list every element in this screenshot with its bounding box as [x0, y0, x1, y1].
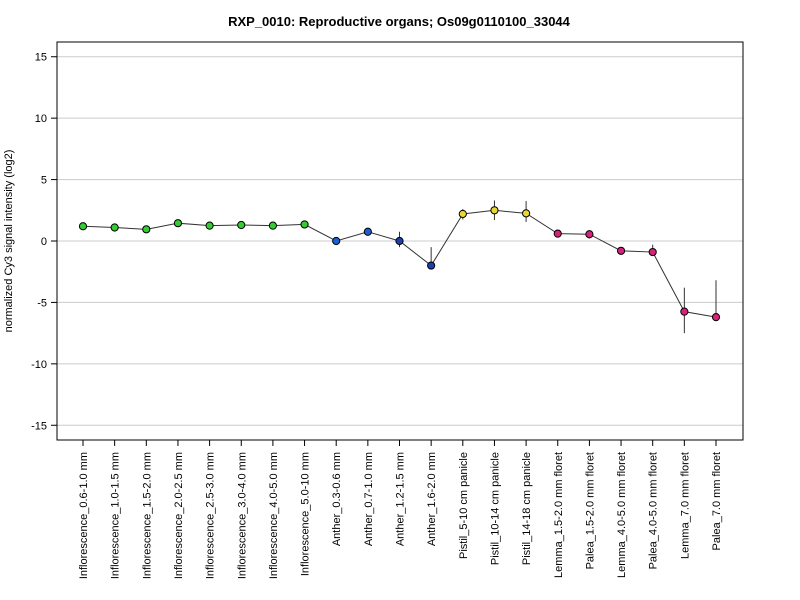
x-tick-label: Inflorescence_3.0-4.0 mm: [236, 452, 248, 579]
data-point: [300, 220, 309, 229]
x-tick-label: Lemma_7.0 mm floret: [679, 452, 691, 559]
y-axis-label: normalized Cy3 signal intensity (log2): [3, 150, 15, 333]
x-axis: Inflorescence_0.6-1.0 mm Inflorescence_1.…: [78, 440, 723, 579]
x-tick-label: Palea_4.0-5.0 mm floret: [648, 452, 660, 569]
data-point: [237, 220, 246, 230]
x-tick-label: Pistil_10-14 cm panicle: [489, 452, 501, 565]
x-tick-label: Pistil_14-18 cm panicle: [521, 452, 533, 565]
data-point: [142, 225, 151, 234]
data-point: [332, 236, 341, 246]
y-tick-label: 15: [35, 52, 47, 64]
x-tick-label: Lemma_4.0-5.0 mm floret: [616, 452, 628, 578]
y-tick-label: -5: [37, 297, 47, 309]
data-point: [78, 222, 88, 231]
data-point: [711, 313, 721, 322]
y-tick-label: -15: [31, 420, 47, 432]
data-point: [522, 209, 531, 218]
x-tick-label: Anther_1.2-1.5 mm: [395, 452, 407, 546]
data-point: [490, 206, 499, 215]
y-tick-label: 5: [41, 175, 47, 187]
y-tick-label: 0: [41, 236, 47, 248]
data-point: [616, 246, 626, 255]
gridlines: [57, 56, 743, 426]
x-tick-label: Inflorescence_2.5-3.0 mm: [205, 452, 217, 579]
x-tick-label: Inflorescence_1.0-1.5 mm: [110, 452, 122, 579]
x-tick-label: Inflorescence_1.5-2.0 mm: [141, 452, 153, 579]
x-tick-label: Palea_7.0 mm floret: [711, 452, 723, 550]
data-point: [395, 236, 404, 246]
data-point: [173, 219, 183, 228]
x-tick-label: Pistil_5-10 cm panicle: [458, 452, 470, 559]
y-axis: 15 10 5 0 -5 -10 -15: [31, 52, 57, 432]
y-tick-label: 10: [35, 113, 47, 125]
x-tick-label: Inflorescence_0.6-1.0 mm: [78, 452, 90, 579]
x-tick-label: Inflorescence_2.0-2.5 mm: [173, 452, 185, 579]
x-tick-label: Anther_0.3-0.6 mm: [331, 452, 343, 546]
data-point: [427, 261, 436, 270]
data-points: [78, 206, 721, 322]
data-point: [648, 247, 657, 257]
chart-title: RXP_0010: Reproductive organs; Os09g0110…: [228, 14, 571, 29]
data-point: [680, 307, 689, 316]
data-point: [268, 221, 277, 230]
data-point: [585, 230, 594, 239]
x-tick-label: Palea_1.5-2.0 mm floret: [584, 452, 596, 569]
x-tick-label: Lemma_1.5-2.0 mm floret: [553, 452, 565, 578]
x-tick-label: Inflorescence_4.0-5.0 mm: [268, 452, 280, 579]
x-tick-label: Inflorescence_5.0-10 mm: [300, 452, 312, 576]
data-point: [363, 227, 372, 236]
data-point: [205, 221, 214, 230]
y-tick-label: -10: [31, 359, 47, 371]
x-tick-label: Anther_0.7-1.0 mm: [363, 452, 375, 546]
data-point: [553, 229, 562, 238]
x-tick-label: Anther_1.6-2.0 mm: [426, 452, 438, 546]
data-point: [110, 223, 119, 232]
data-point: [458, 209, 467, 219]
